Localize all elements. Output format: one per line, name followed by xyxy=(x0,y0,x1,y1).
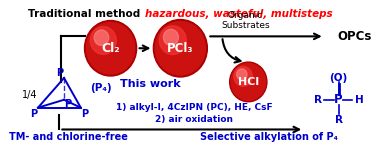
Circle shape xyxy=(86,22,135,74)
Text: Organic
Substrates: Organic Substrates xyxy=(221,11,270,30)
Text: P: P xyxy=(334,93,343,106)
Text: P: P xyxy=(56,68,63,78)
Text: Selective alkylation of P₄: Selective alkylation of P₄ xyxy=(200,132,338,142)
Circle shape xyxy=(153,20,208,77)
Text: P: P xyxy=(64,99,71,109)
Circle shape xyxy=(231,63,266,100)
Circle shape xyxy=(159,26,186,55)
Text: 1/4: 1/4 xyxy=(22,90,38,100)
Circle shape xyxy=(85,21,136,76)
Circle shape xyxy=(163,29,178,45)
Circle shape xyxy=(234,66,253,86)
Text: hazardous, wasteful, multisteps: hazardous, wasteful, multisteps xyxy=(145,9,333,19)
Text: (O): (O) xyxy=(330,73,348,83)
Text: Traditional method: Traditional method xyxy=(28,9,141,19)
Text: TM- and chlorine-free: TM- and chlorine-free xyxy=(9,132,128,142)
Circle shape xyxy=(230,62,267,102)
Circle shape xyxy=(94,30,109,45)
Text: H: H xyxy=(355,95,364,105)
Text: P: P xyxy=(81,109,88,119)
Text: 2) air oxidation: 2) air oxidation xyxy=(155,115,233,124)
Text: This work: This work xyxy=(120,79,181,89)
Text: (P₄): (P₄) xyxy=(90,83,112,93)
Text: P: P xyxy=(30,109,37,119)
Text: PCl₃: PCl₃ xyxy=(167,42,194,55)
Text: Cl₂: Cl₂ xyxy=(101,42,120,55)
Circle shape xyxy=(90,27,116,54)
Circle shape xyxy=(155,21,206,75)
Text: R: R xyxy=(314,95,322,105)
Text: R: R xyxy=(335,115,342,125)
Text: 1) alkyl-I, 4CzIPN (PC), HE, CsF: 1) alkyl-I, 4CzIPN (PC), HE, CsF xyxy=(116,103,273,112)
Circle shape xyxy=(237,69,247,80)
Text: HCl: HCl xyxy=(238,77,259,87)
Text: OPCs: OPCs xyxy=(338,30,372,43)
